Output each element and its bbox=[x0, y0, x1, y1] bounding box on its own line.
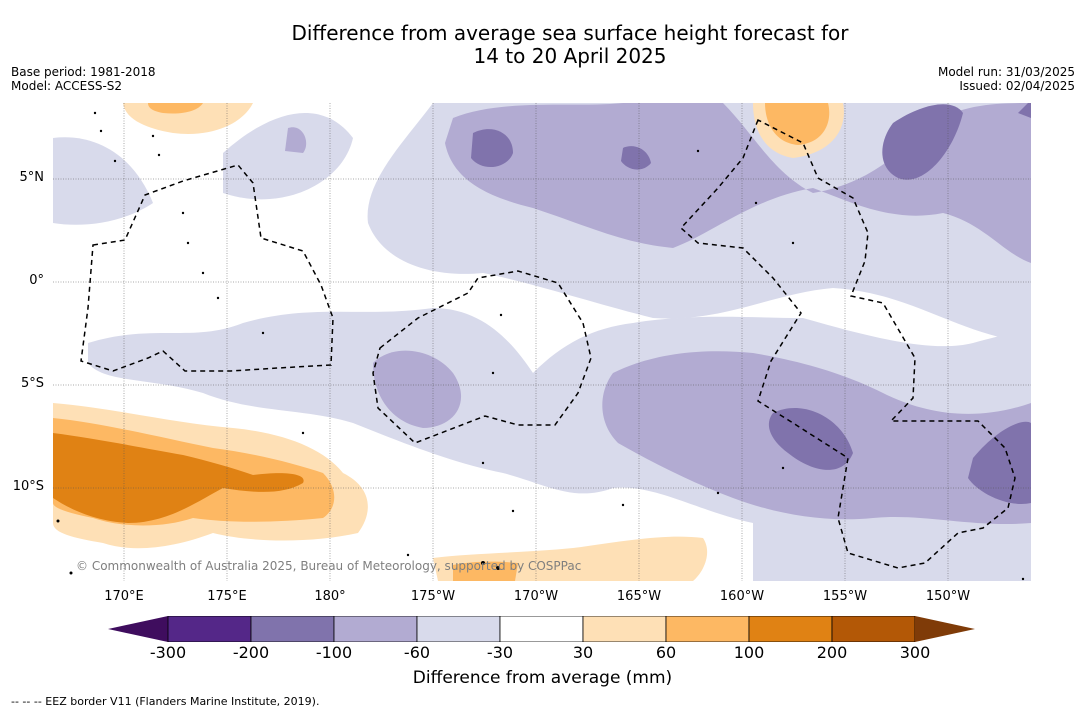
title-line-2: 14 to 20 April 2025 bbox=[473, 44, 667, 68]
colorbar-tick-label: 60 bbox=[655, 643, 677, 662]
longitude-tick-label: 160°W bbox=[719, 589, 765, 604]
colorbar-svg bbox=[108, 615, 975, 643]
longitude-tick-label: 175°E bbox=[207, 589, 247, 604]
latitude-tick-label: 10°S bbox=[12, 479, 44, 494]
longitude-tick-label: 175°W bbox=[410, 589, 456, 604]
colorbar bbox=[108, 615, 978, 643]
longitude-tick-label: 170°E bbox=[104, 589, 144, 604]
eez-borders bbox=[80, 118, 1016, 569]
colorbar-extend-high bbox=[915, 616, 975, 642]
colorbar-tick-label: 30 bbox=[572, 643, 594, 662]
anomaly-band-dark-purple bbox=[471, 103, 1031, 504]
colorbar-title: Difference from average (mm) bbox=[412, 668, 673, 688]
colorbar-extend-low bbox=[108, 616, 168, 642]
colorbar-tick-label: 100 bbox=[733, 643, 765, 662]
colorbar-tick-label: 300 bbox=[899, 643, 931, 662]
colorbar-segment bbox=[250, 615, 335, 643]
colorbar-segment bbox=[167, 615, 252, 643]
model-run: Model run: 31/03/2025 bbox=[937, 65, 1075, 79]
longitude-tick-label: 150°W bbox=[925, 589, 971, 604]
anomaly-band-deep-orange bbox=[53, 433, 304, 523]
colorbar-segment bbox=[665, 615, 750, 643]
model-info: Base period: 1981-2018 Model: ACCESS-S2 bbox=[11, 65, 156, 93]
island-markers bbox=[56, 111, 1025, 581]
latitude-tick-label: 5°S bbox=[20, 376, 44, 391]
map-grid bbox=[53, 103, 1031, 581]
copyright-notice: © Commonwealth of Australia 2025, Bureau… bbox=[76, 559, 582, 573]
title-line-1: Difference from average sea surface heig… bbox=[291, 21, 849, 45]
latitude-tick-label: 0° bbox=[29, 273, 44, 288]
colorbar-tick-label: 200 bbox=[816, 643, 848, 662]
run-info: Model run: 31/03/2025 Issued: 02/04/2025 bbox=[938, 65, 1075, 93]
latitude-tick-label: 5°N bbox=[19, 170, 45, 185]
colorbar-segment bbox=[582, 615, 667, 643]
longitude-tick-label: 165°W bbox=[616, 589, 662, 604]
colorbar-tick-label: -60 bbox=[403, 643, 431, 662]
colorbar-segment bbox=[416, 615, 501, 643]
map-title: Difference from average sea surface heig… bbox=[0, 22, 1085, 68]
longitude-tick-label: 155°W bbox=[822, 589, 868, 604]
colorbar-tick-label: -200 bbox=[232, 643, 270, 662]
map-panel bbox=[53, 103, 1031, 581]
eez-legend-note: -- -- -- EEZ border V11 (Flanders Marine… bbox=[11, 695, 320, 708]
colorbar-tick-label: -300 bbox=[149, 643, 187, 662]
colorbar-segment bbox=[748, 615, 833, 643]
base-period: Base period: 1981-2018 bbox=[11, 65, 156, 79]
issued-date: Issued: 02/04/2025 bbox=[959, 79, 1075, 93]
colorbar-tick-label: -100 bbox=[315, 643, 353, 662]
colorbar-segment bbox=[831, 615, 916, 643]
model-name: Model: ACCESS-S2 bbox=[11, 79, 123, 93]
colorbar-segment bbox=[499, 615, 584, 643]
colorbar-segment bbox=[333, 615, 418, 643]
longitude-tick-label: 170°W bbox=[513, 589, 559, 604]
anomaly-map bbox=[53, 103, 1031, 581]
colorbar-tick-label: -30 bbox=[486, 643, 514, 662]
longitude-tick-label: 180° bbox=[314, 589, 346, 604]
